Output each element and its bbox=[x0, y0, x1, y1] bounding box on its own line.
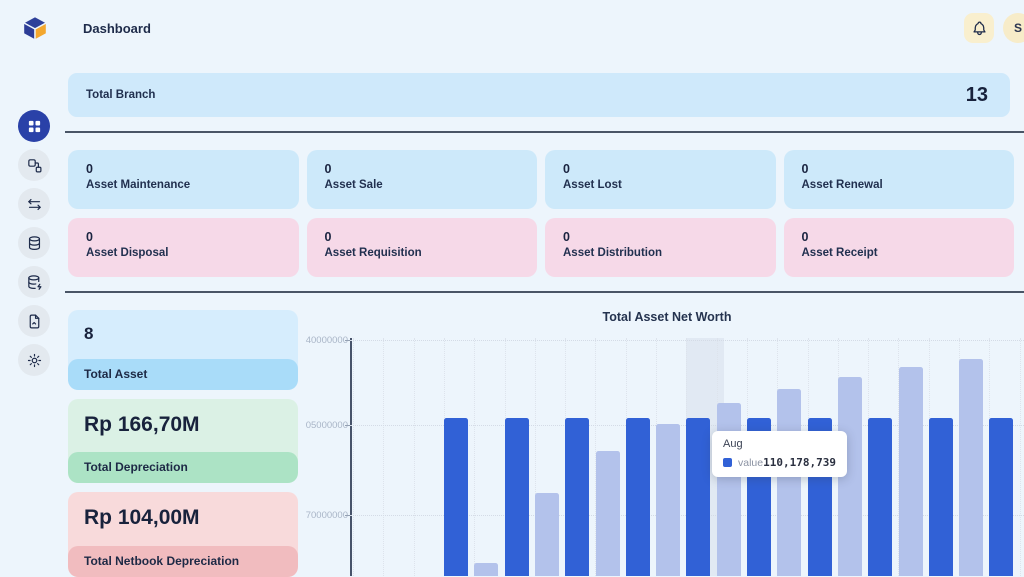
stat-value: 0 bbox=[801, 230, 809, 244]
stat-value: 0 bbox=[801, 162, 809, 176]
stat-card-asset-distribution: 0 Asset Distribution bbox=[545, 218, 776, 277]
stat-label: Asset Disposal bbox=[86, 247, 169, 259]
sidebar-item-reports[interactable] bbox=[18, 305, 50, 337]
chart-bar[interactable] bbox=[595, 450, 620, 576]
tooltip-series-label: value bbox=[738, 456, 764, 469]
total-branch-card: Total Branch 13 bbox=[68, 73, 1010, 117]
sidebar-item-database-actions[interactable] bbox=[18, 266, 50, 298]
chart-bar[interactable] bbox=[444, 418, 468, 576]
page-title: Dashboard bbox=[83, 21, 151, 36]
stat-value: 0 bbox=[563, 230, 570, 244]
chart-bar[interactable] bbox=[686, 418, 711, 576]
stat-label: Asset Maintenance bbox=[86, 179, 191, 191]
y-axis-tick-label: 40000000 bbox=[305, 335, 348, 346]
stat-card-asset-sale: 0 Asset Sale bbox=[306, 150, 537, 209]
chart-bar[interactable] bbox=[656, 423, 681, 576]
stat-label: Asset Requisition bbox=[324, 247, 422, 259]
chart-bar[interactable] bbox=[777, 388, 802, 576]
stat-value: 0 bbox=[324, 230, 332, 244]
stat-card-asset-receipt: 0 Asset Receipt bbox=[783, 218, 1014, 277]
total-branch-label: Total Branch bbox=[86, 89, 156, 101]
dashboard-icon bbox=[28, 120, 40, 132]
kpi-card-total-depreciation: Rp 166,70M Total Depreciation bbox=[68, 399, 298, 483]
top-bar: Dashboard S bbox=[0, 0, 1024, 56]
y-axis-tick bbox=[345, 425, 350, 426]
gridline bbox=[353, 338, 354, 576]
stat-label: Asset Lost bbox=[563, 179, 622, 191]
chart-bar[interactable] bbox=[504, 418, 529, 576]
chart-bar[interactable] bbox=[565, 418, 590, 576]
gridline bbox=[474, 338, 476, 576]
hierarchy-icon bbox=[27, 158, 41, 172]
document-icon bbox=[29, 314, 39, 328]
chart-bar[interactable] bbox=[534, 492, 559, 576]
section-divider bbox=[65, 291, 1024, 293]
chart-bar[interactable] bbox=[928, 418, 953, 576]
sidebar-item-assets-database[interactable] bbox=[18, 227, 50, 259]
y-axis-tick-label: 70000000 bbox=[305, 510, 348, 521]
kpi-label: Total Depreciation bbox=[68, 452, 298, 483]
stat-card-asset-lost: 0 Asset Lost bbox=[545, 150, 776, 209]
tooltip-series-swatch bbox=[723, 458, 732, 467]
sidebar-item-transfers[interactable] bbox=[18, 188, 50, 220]
y-axis-tick bbox=[345, 340, 350, 341]
stat-label: Asset Distribution bbox=[563, 247, 663, 259]
section-divider bbox=[65, 131, 1024, 133]
kpi-label: Total Netbook Depreciation bbox=[68, 546, 298, 577]
y-axis-tick bbox=[345, 515, 350, 516]
settings-gear-icon bbox=[27, 353, 41, 367]
gridline bbox=[1019, 338, 1021, 576]
stat-value: 0 bbox=[324, 162, 332, 176]
sidebar-item-hierarchy[interactable] bbox=[18, 149, 50, 181]
chart-bar[interactable] bbox=[868, 418, 893, 576]
bar-chart-plot-area bbox=[350, 306, 1024, 576]
tooltip-category: Aug bbox=[723, 438, 743, 450]
sidebar-item-settings[interactable] bbox=[18, 344, 50, 376]
notifications-button[interactable] bbox=[964, 13, 994, 43]
gridline bbox=[413, 338, 415, 576]
avatar[interactable]: S bbox=[1003, 13, 1024, 43]
stat-value: 0 bbox=[86, 162, 93, 176]
kpi-label: Total Asset bbox=[68, 359, 298, 390]
y-axis-tick-label: 05000000 bbox=[305, 420, 348, 431]
stat-card-asset-maintenance: 0 Asset Maintenance bbox=[68, 150, 299, 209]
stat-cards-grid: 0 Asset Maintenance 0 Asset Sale 0 Asset… bbox=[68, 150, 1014, 277]
stat-card-asset-renewal: 0 Asset Renewal bbox=[783, 150, 1014, 209]
chart-bar[interactable] bbox=[625, 418, 650, 576]
stat-label: Asset Sale bbox=[324, 179, 383, 191]
chart-bar[interactable] bbox=[474, 562, 499, 576]
chart-bar[interactable] bbox=[989, 418, 1014, 576]
stat-card-asset-disposal: 0 Asset Disposal bbox=[68, 218, 299, 277]
kpi-value: Rp 166,70M bbox=[84, 413, 200, 436]
stat-value: 0 bbox=[563, 162, 570, 176]
database-bolt-icon bbox=[27, 274, 41, 290]
stat-label: Asset Renewal bbox=[801, 179, 883, 191]
stat-card-asset-requisition: 0 Asset Requisition bbox=[306, 218, 537, 277]
kpi-card-total-netbook-depreciation: Rp 104,00M Total Netbook Depreciation bbox=[68, 492, 298, 577]
chart-bar[interactable] bbox=[959, 358, 984, 576]
chart-bar[interactable] bbox=[716, 402, 741, 576]
stat-label: Asset Receipt bbox=[801, 247, 878, 259]
tooltip-value: 110,178,739 bbox=[763, 456, 836, 469]
database-icon bbox=[28, 235, 40, 250]
kpi-card-total-asset: 8 Total Asset bbox=[68, 310, 298, 390]
gridline bbox=[350, 340, 1024, 341]
total-branch-value: 13 bbox=[965, 83, 988, 106]
chart-title: Total Asset Net Worth bbox=[602, 310, 732, 324]
bell-icon bbox=[972, 21, 986, 35]
app-logo-cube-icon[interactable] bbox=[22, 15, 48, 41]
kpi-value: 8 bbox=[84, 324, 94, 343]
chart-y-axis bbox=[350, 338, 352, 576]
chart-tooltip: Aug value 110,178,739 bbox=[712, 431, 847, 477]
chart-bar[interactable] bbox=[898, 366, 923, 576]
transfer-arrows-icon bbox=[27, 198, 41, 210]
kpi-value: Rp 104,00M bbox=[84, 506, 200, 529]
sidebar-item-dashboard[interactable] bbox=[18, 110, 50, 142]
gridline bbox=[534, 338, 536, 576]
stat-value: 0 bbox=[86, 230, 93, 244]
gridline bbox=[383, 338, 385, 576]
